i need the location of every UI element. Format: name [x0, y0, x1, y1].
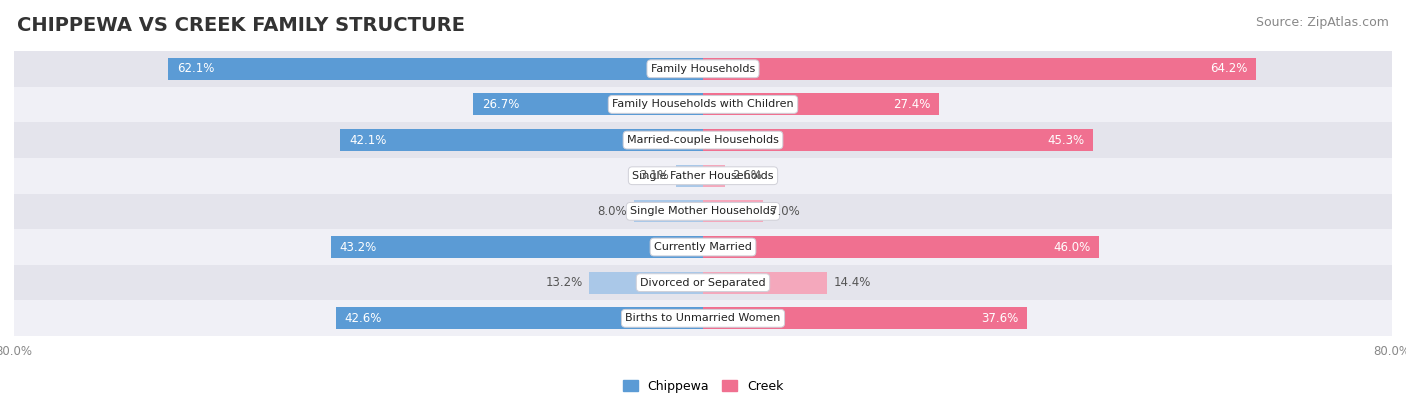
Text: 64.2%: 64.2% — [1211, 62, 1247, 75]
Bar — [703, 58, 1256, 80]
Bar — [703, 307, 1026, 329]
Bar — [703, 129, 1092, 151]
Bar — [703, 272, 827, 294]
Bar — [14, 158, 1392, 194]
Text: Births to Unmarried Women: Births to Unmarried Women — [626, 313, 780, 324]
Bar — [14, 194, 1392, 229]
Text: 46.0%: 46.0% — [1053, 241, 1091, 254]
Bar — [703, 200, 763, 222]
Text: 7.0%: 7.0% — [770, 205, 800, 218]
Text: 42.6%: 42.6% — [344, 312, 382, 325]
Bar — [336, 307, 703, 329]
Bar — [703, 93, 939, 115]
Bar — [703, 165, 725, 187]
Text: 42.1%: 42.1% — [349, 134, 387, 147]
Text: Divorced or Separated: Divorced or Separated — [640, 278, 766, 288]
Text: 45.3%: 45.3% — [1047, 134, 1084, 147]
Bar — [14, 229, 1392, 265]
Text: Single Father Households: Single Father Households — [633, 171, 773, 181]
Text: 26.7%: 26.7% — [482, 98, 519, 111]
Bar — [169, 58, 703, 80]
Bar — [14, 265, 1392, 301]
Bar — [703, 236, 1099, 258]
Text: 13.2%: 13.2% — [546, 276, 582, 289]
Text: Single Mother Households: Single Mother Households — [630, 206, 776, 216]
Text: Source: ZipAtlas.com: Source: ZipAtlas.com — [1256, 16, 1389, 29]
Text: 8.0%: 8.0% — [598, 205, 627, 218]
Text: 2.6%: 2.6% — [733, 169, 762, 182]
Bar — [676, 165, 703, 187]
Text: Family Households: Family Households — [651, 64, 755, 74]
Text: 3.1%: 3.1% — [640, 169, 669, 182]
Bar — [340, 129, 703, 151]
Bar — [14, 51, 1392, 87]
Text: 62.1%: 62.1% — [177, 62, 214, 75]
Bar — [472, 93, 703, 115]
Bar — [589, 272, 703, 294]
Bar — [14, 122, 1392, 158]
Legend: Chippewa, Creek: Chippewa, Creek — [617, 375, 789, 395]
Bar — [634, 200, 703, 222]
Text: Currently Married: Currently Married — [654, 242, 752, 252]
Bar — [14, 301, 1392, 336]
Text: Married-couple Households: Married-couple Households — [627, 135, 779, 145]
Bar — [14, 87, 1392, 122]
Text: 14.4%: 14.4% — [834, 276, 872, 289]
Text: 27.4%: 27.4% — [893, 98, 931, 111]
Text: Family Households with Children: Family Households with Children — [612, 100, 794, 109]
Bar — [330, 236, 703, 258]
Text: 37.6%: 37.6% — [981, 312, 1018, 325]
Text: CHIPPEWA VS CREEK FAMILY STRUCTURE: CHIPPEWA VS CREEK FAMILY STRUCTURE — [17, 16, 465, 35]
Text: 43.2%: 43.2% — [340, 241, 377, 254]
